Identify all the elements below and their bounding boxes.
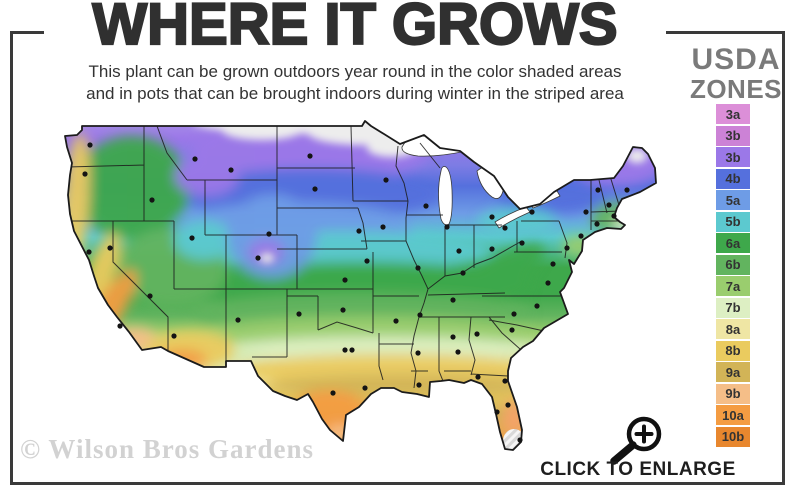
city-dot <box>149 197 155 203</box>
city-dot <box>340 307 346 313</box>
city-dot <box>456 248 462 254</box>
city-dot <box>509 327 515 333</box>
legend-zone-swatch: 7b <box>716 297 750 318</box>
subtitle-line-1: This plant can be grown outdoors year ro… <box>88 62 622 81</box>
city-dot <box>342 277 348 283</box>
city-dot <box>356 228 362 234</box>
city-dot <box>228 167 234 173</box>
city-dot <box>364 258 370 264</box>
legend-zone-swatch: 8b <box>716 340 750 361</box>
map-zone-overlays <box>65 121 656 443</box>
city-dot <box>362 385 368 391</box>
city-dot <box>494 409 500 415</box>
city-dot <box>505 402 511 408</box>
legend-zone-swatch: 10a <box>716 405 750 425</box>
legend-zone-swatch: 6a <box>716 233 750 253</box>
city-dot <box>474 331 480 337</box>
city-dot <box>349 347 355 353</box>
city-dot <box>192 156 198 162</box>
legend-zone-swatch: 5b <box>716 211 750 232</box>
city-dot <box>583 209 589 215</box>
legend-zone-swatch: 10b <box>716 426 750 447</box>
city-dot <box>342 347 348 353</box>
legend-title-zones: ZONES <box>689 73 783 104</box>
city-dot <box>489 246 495 252</box>
watermark: © Wilson Bros Gardens <box>20 434 314 464</box>
city-dot <box>147 293 153 299</box>
city-dot <box>545 280 551 286</box>
city-dot <box>415 265 421 271</box>
city-dot <box>450 297 456 303</box>
city-dot <box>594 221 600 227</box>
city-dot <box>450 334 456 340</box>
state-borders <box>66 125 623 389</box>
legend-zone-swatch: 9a <box>716 362 750 382</box>
city-dot <box>87 142 93 148</box>
city-dot <box>255 255 261 261</box>
city-dot <box>517 437 523 443</box>
city-dot <box>417 312 423 318</box>
city-dot <box>489 214 495 220</box>
city-dot <box>444 224 450 230</box>
legend-zones: 3a 3b 3b 4b 5a 5b 6a 6b 7a 7b 8a 8b 9a 9b 10a 10b <box>716 104 750 448</box>
subtitle: This plant can be grown outdoors year ro… <box>60 61 650 106</box>
city-dot <box>296 311 302 317</box>
city-dots <box>82 142 630 443</box>
click-to-enlarge-button[interactable]: CLICK TO ENLARGE <box>540 459 736 480</box>
city-dot <box>266 231 272 237</box>
subtitle-line-2: and in pots that can be brought indoors … <box>86 84 624 104</box>
city-dot <box>393 318 399 324</box>
legend-zone-swatch: 5a <box>716 190 750 210</box>
city-dot <box>595 187 601 193</box>
legend-zone-swatch: 4b <box>716 168 750 189</box>
city-dot <box>475 374 481 380</box>
city-dot <box>117 323 123 329</box>
city-dot <box>330 390 336 396</box>
page-title: WHERE IT GROWS <box>44 0 666 57</box>
city-dot <box>624 187 630 193</box>
usda-zone-map[interactable] <box>62 118 662 458</box>
legend-zone-swatch: 3a <box>716 104 750 124</box>
city-dot <box>502 378 508 384</box>
city-dot <box>312 186 318 192</box>
city-dot <box>455 349 461 355</box>
city-dot <box>415 350 421 356</box>
city-dot <box>107 245 113 251</box>
city-dot <box>86 249 92 255</box>
legend-zone-swatch: 6b <box>716 254 750 275</box>
us-outline <box>64 120 657 451</box>
city-dot <box>383 177 389 183</box>
city-dot <box>550 261 556 267</box>
city-dot <box>307 153 313 159</box>
legend-zone-swatch: 9b <box>716 383 750 404</box>
magnifier-icon[interactable] <box>600 412 670 468</box>
city-dot <box>502 225 508 231</box>
legend-zone-swatch: 3b <box>716 147 750 167</box>
city-dot <box>511 311 517 317</box>
legend-title-usda: USDA <box>691 43 781 76</box>
legend-zone-swatch: 7a <box>716 276 750 296</box>
city-dot <box>611 213 617 219</box>
city-dot <box>529 209 535 215</box>
city-dot <box>235 317 241 323</box>
city-dot <box>460 270 466 276</box>
city-dot <box>564 245 570 251</box>
city-dot <box>534 303 540 309</box>
city-dot <box>519 240 525 246</box>
city-dot <box>82 171 88 177</box>
city-dot <box>423 203 429 209</box>
city-dot <box>171 333 177 339</box>
legend-zone-swatch: 8a <box>716 319 750 339</box>
city-dot <box>189 235 195 241</box>
legend-zone-swatch: 3b <box>716 125 750 146</box>
city-dot <box>380 224 386 230</box>
legend-title: USDA ZONES <box>678 44 794 103</box>
city-dot <box>606 202 612 208</box>
city-dot <box>578 233 584 239</box>
city-dot <box>416 382 422 388</box>
map-land <box>65 121 656 450</box>
